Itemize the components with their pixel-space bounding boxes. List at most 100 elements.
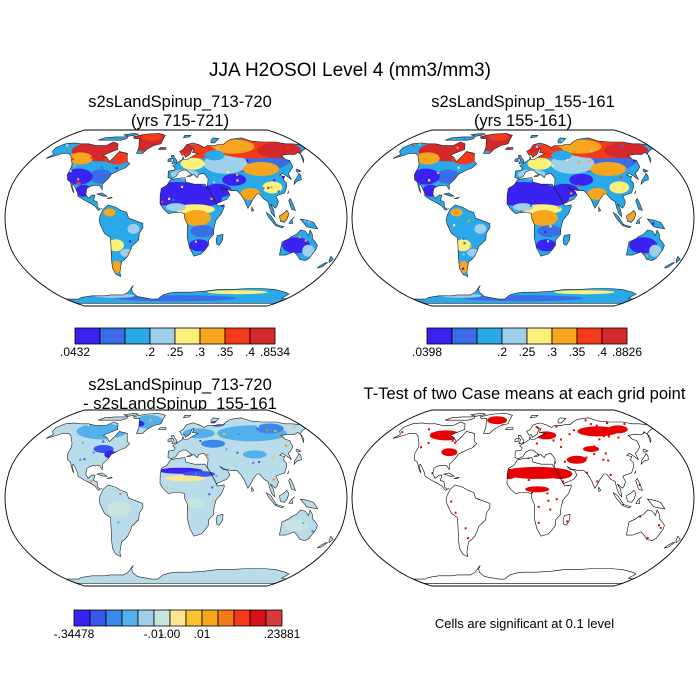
field-cell [127,251,130,254]
significant-cell [454,441,456,444]
field-cell [520,210,523,213]
field-region [127,223,140,234]
significant-cell [561,480,564,483]
map-border [4,409,348,587]
colorbar-swatch [105,609,123,627]
significant-cell [555,498,558,501]
significant-region [577,426,618,437]
coastline-novaya [210,137,220,144]
field-cell [289,479,292,482]
coastline-namerica [45,421,131,491]
colorbar-swatch [185,609,203,627]
significant-cell [659,526,662,529]
field-cell [274,430,277,433]
map-border [351,409,695,587]
coastline-japan [640,452,649,466]
field-cell [557,206,560,209]
coastline-madagascar [562,514,571,526]
significant-cell [535,426,538,428]
significant-cell [550,468,552,471]
coastline-java [621,504,632,509]
significant-cell [602,458,605,461]
field-cell [278,434,281,437]
field-cell [535,145,538,148]
significant-cell [547,499,550,502]
coastline-hokkaido [295,168,302,173]
field-cell [78,181,81,184]
colorbar-label: .35 [569,345,586,359]
field-region [141,133,162,141]
coastline-samerica [445,484,491,558]
coastline-samerica [445,204,491,278]
field-region [302,244,315,257]
coastline-hispaniola [453,197,460,199]
coastline-antarctica [66,285,290,304]
field-cell [304,219,307,222]
coastline-srilanka [598,205,602,213]
coastline-java [621,224,632,229]
coastline-greenland [132,133,166,154]
significant-cell [537,505,540,508]
coastline-borneo [279,209,290,223]
coastline-africa [506,177,572,257]
field-cell [87,424,90,427]
significance-note: Cells are significant at 0.1 level [434,616,615,631]
significant-cell [638,484,641,486]
ocean-background [352,410,694,586]
coastline-namerica [392,141,478,211]
coastline-ireland [514,438,519,442]
field-region [203,183,232,198]
field-cell [463,242,466,245]
coastline-hokkaido [642,448,649,453]
colorbar-swatch [149,327,176,345]
significant-cell [658,524,660,527]
significant-cell [450,500,453,503]
colorbar-label: -.34478 [54,627,95,641]
significant-cell [607,435,610,438]
field-cell [111,159,114,162]
field-cell [115,166,118,170]
colorbar-label: .4 [245,345,255,359]
coastline-africa [159,177,225,257]
colorbar-swatch [99,327,126,345]
coastline-britain [171,435,178,445]
coastline-sulawesi [635,216,642,224]
significant-cell [594,429,597,432]
field-region [107,500,132,517]
field-cell [223,433,226,435]
coastline-japan [293,172,302,186]
field-region [107,239,124,252]
significant-cell [594,431,597,434]
coastline-britain [518,155,525,165]
significant-cell [581,432,584,435]
field-region [255,423,284,434]
coastline-cuba [95,192,109,197]
significant-cell [420,446,422,449]
significant-cell [583,429,586,432]
coastline-srilanka [251,485,255,493]
significant-cell [437,434,440,437]
coastline-hokkaido [642,168,649,173]
field-cell [113,436,116,439]
field-cell [119,493,122,495]
significant-cell [535,442,538,445]
coastline-greenland [132,413,166,434]
panel3-title: s2sLandSpinup_713-720 - s2sLandSpinup_15… [50,376,310,414]
coastline-antarctica [413,285,637,304]
field-cell [213,180,216,184]
coastline-nz_n [328,255,334,264]
coastline-australia [279,229,318,261]
field-cell [547,240,550,243]
field-cell [211,486,214,489]
field-region [204,150,225,161]
coastline-sulawesi [288,496,295,504]
field-region [64,168,93,185]
field-cell [551,164,555,167]
field-cell [311,530,314,533]
field-cell [237,432,240,435]
field-cell [577,184,580,187]
field-cell [215,475,218,478]
field-region [222,173,247,186]
significant-cell [604,452,607,455]
field-region [243,162,280,176]
